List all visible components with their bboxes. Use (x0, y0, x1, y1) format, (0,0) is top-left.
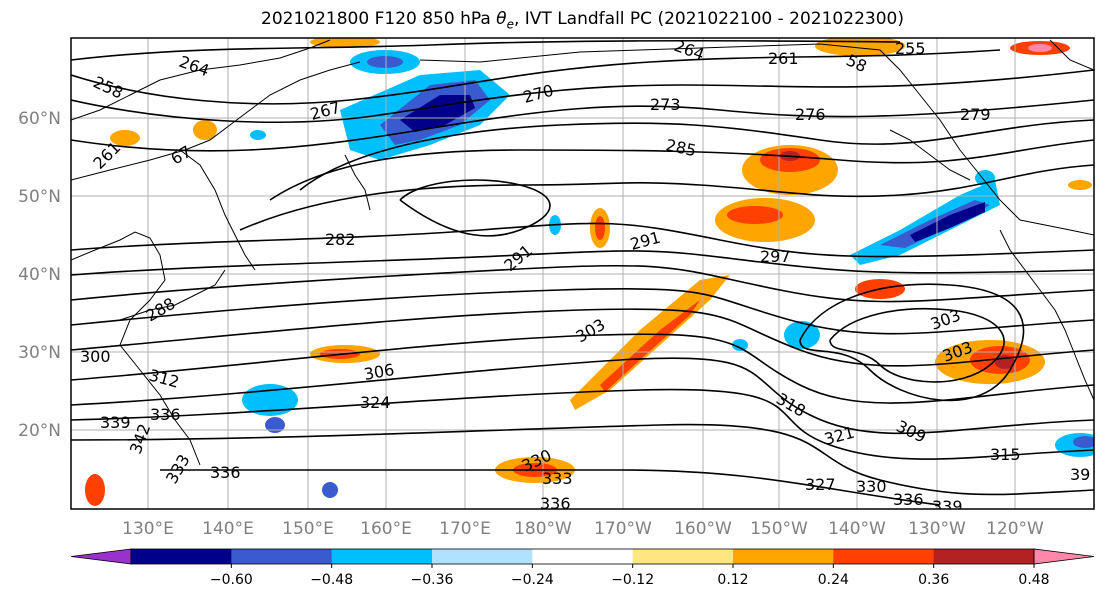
contour-label: 336 (540, 494, 571, 513)
anomaly-region (193, 120, 217, 140)
contour-label: 297 (760, 247, 791, 266)
colorbar-extend-min (70, 548, 132, 565)
lat-label-20n: 20°N (18, 421, 61, 441)
contour-label: 339 (932, 497, 963, 516)
colorbar-tick-label: −0.36 (411, 572, 454, 588)
anomaly-region (1073, 436, 1094, 448)
lon-label: 170°W (594, 519, 652, 539)
lon-label: 130°W (908, 519, 966, 539)
title-theta-subscript: e (506, 17, 514, 32)
colorbar-tick-label: 0.48 (1018, 572, 1049, 588)
colorbar-swatch (532, 549, 634, 564)
contour-label: 300 (80, 347, 111, 366)
anomaly-region (250, 130, 266, 140)
colorbar-swatch (131, 549, 232, 564)
map-frame (70, 37, 1095, 510)
anomaly-region (600, 300, 700, 392)
contour-label: 39 (1070, 465, 1090, 484)
lon-label: 140°W (828, 519, 886, 539)
contour-label: 327 (805, 475, 836, 494)
contour-label: 315 (990, 445, 1021, 464)
colorbar-swatch (733, 549, 834, 564)
theta-e-contours (71, 39, 1094, 506)
colorbar-swatch (231, 549, 333, 564)
colorbar-swatches (70, 548, 1095, 565)
colorbar-swatch (632, 549, 734, 564)
colorbar-extend-max (1033, 548, 1095, 565)
anomaly-region (595, 216, 605, 240)
chart-title: 2021021800 F120 850 hPa θe, IVT Landfall… (0, 9, 1105, 31)
colorbar-tick-label: −0.60 (210, 572, 253, 588)
lon-label: 130°E (122, 519, 174, 539)
negative-anomaly-shading (242, 50, 1094, 498)
title-suffix: , IVT Landfall PC (2021022100 - 20210223… (513, 9, 904, 29)
contour-label: 336 (210, 463, 241, 482)
lon-label: 150°W (750, 519, 808, 539)
lon-label: 150°E (282, 519, 334, 539)
lon-label: 120°W (986, 519, 1044, 539)
lon-label: 170°E (439, 519, 491, 539)
contour-label: 330 (856, 477, 887, 496)
anomaly-region (265, 417, 285, 433)
anomaly-region (110, 130, 140, 146)
colorbar-frame (130, 548, 1035, 565)
lon-label: 160°E (360, 519, 412, 539)
contour-label: 333 (542, 469, 573, 488)
contour-label: 336 (893, 490, 924, 509)
anomaly-region (85, 474, 105, 506)
title-prefix: 2021021800 F120 850 hPa (261, 9, 497, 29)
colorbar-ticks: −0.60 −0.48 −0.36 −0.24 −0.12 0.12 0.24 0.36 0.4… (210, 564, 1050, 588)
anomaly-region (322, 482, 338, 498)
colorbar-swatch (933, 549, 1035, 564)
contour-label: 336 (150, 405, 181, 424)
longitude-labels: 130°E 140°E 150°E 160°E 170°E 180°W 170°… (122, 519, 1044, 539)
colorbar-swatch (833, 549, 935, 564)
colorbar-swatch (331, 549, 433, 564)
lat-label-30n: 30°N (18, 343, 61, 363)
anomaly-region (1028, 44, 1052, 52)
colorbar-tick-label: −0.12 (611, 572, 654, 588)
colorbar-tick-label: −0.24 (511, 572, 554, 588)
contour-label: 324 (360, 393, 391, 412)
anomaly-region (367, 56, 403, 68)
lat-label-40n: 40°N (18, 265, 61, 285)
anomaly-region (910, 202, 985, 242)
lon-label: 160°W (674, 519, 732, 539)
coastlines (71, 39, 1094, 466)
anomaly-region (1068, 180, 1092, 190)
contour-label: 276 (795, 105, 826, 124)
lon-label: 180°W (514, 519, 572, 539)
anomaly-region (727, 206, 783, 224)
title-theta: θ (496, 9, 507, 29)
contour-label: 339 (100, 413, 131, 432)
colorbar-tick-label: −0.48 (310, 572, 353, 588)
colorbar-tick-label: 0.36 (918, 572, 949, 588)
anomaly-region (732, 339, 748, 351)
colorbar-tick-label: 0.12 (717, 572, 748, 588)
latitude-labels: 60°N 50°N 40°N 30°N 20°N (18, 109, 61, 441)
colorbar-tick-label: 0.24 (818, 572, 849, 588)
contour-label: 261 (768, 49, 799, 68)
lat-label-60n: 60°N (18, 109, 61, 129)
colorbar-swatch (432, 549, 533, 564)
lon-label: 140°E (202, 519, 254, 539)
contour-label: 282 (325, 230, 356, 249)
lat-label-50n: 50°N (18, 187, 61, 207)
contour-label: 273 (650, 95, 681, 114)
contour-label: 255 (895, 39, 926, 58)
contour-label: 279 (960, 105, 991, 124)
